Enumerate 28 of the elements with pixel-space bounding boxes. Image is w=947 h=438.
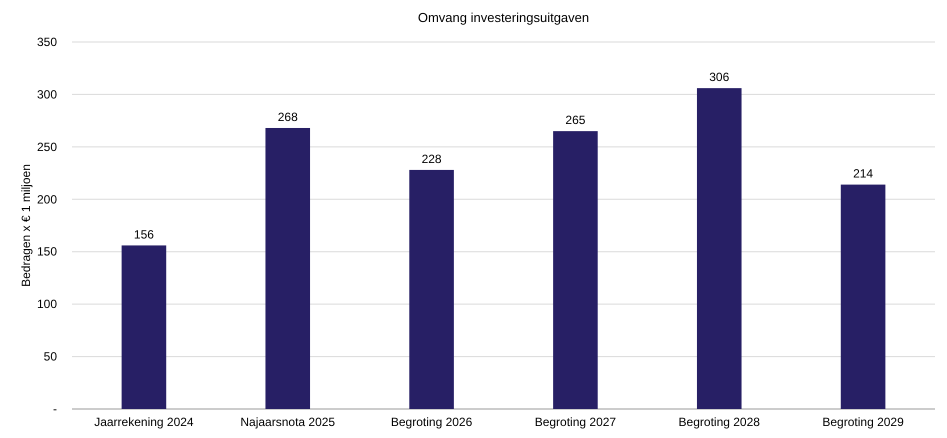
x-tick-label: Jaarrekening 2024 (94, 415, 194, 429)
bar (265, 128, 310, 409)
data-label: 228 (422, 152, 442, 166)
y-tick-label: 250 (36, 140, 58, 154)
y-axis-title: Bedragen x € 1 miljoen (19, 164, 33, 287)
bar (553, 131, 598, 409)
y-tick-label: - (53, 402, 57, 416)
chart-title: Omvang investeringsuitgaven (418, 10, 590, 25)
x-tick-label: Begroting 2028 (678, 415, 760, 429)
bar (409, 170, 454, 409)
data-label: 306 (709, 70, 730, 84)
data-label: 156 (134, 227, 154, 242)
y-tick-label: 100 (36, 297, 58, 312)
x-tick-label: Begroting 2027 (534, 415, 616, 429)
y-tick-label: 150 (36, 244, 58, 259)
data-label: 265 (565, 113, 586, 128)
y-tick-label: 350 (36, 35, 58, 49)
y-tick-label: 200 (36, 192, 58, 206)
bar (122, 245, 166, 409)
data-label: 268 (278, 110, 298, 124)
x-tick-label: Begroting 2026 (390, 415, 473, 429)
data-label: 214 (853, 166, 874, 181)
x-tick-label: Begroting 2029 (822, 415, 904, 429)
bar (840, 184, 886, 409)
bar (696, 88, 742, 409)
y-tick-label: 50 (44, 350, 58, 364)
y-tick-label: 300 (36, 87, 58, 102)
x-tick-label: Najaarsnota 2025 (240, 415, 336, 429)
